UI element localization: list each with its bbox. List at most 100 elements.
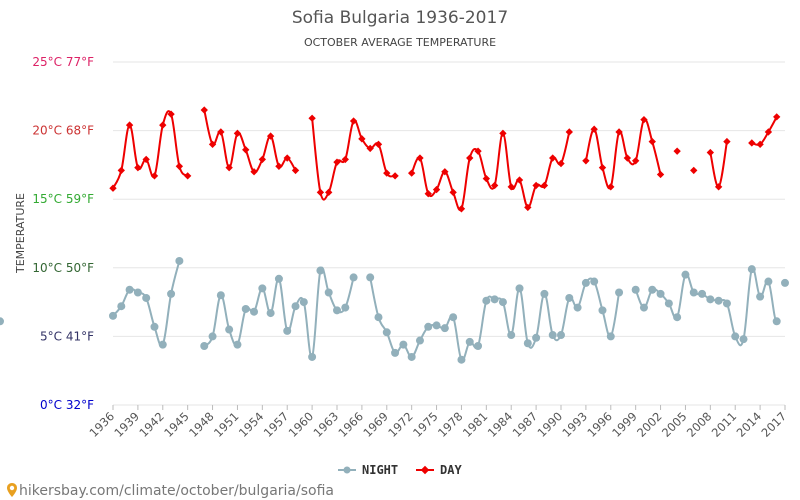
night-point[interactable] bbox=[532, 333, 541, 342]
night-point[interactable] bbox=[316, 266, 325, 275]
day-point[interactable] bbox=[723, 137, 731, 146]
night-point[interactable] bbox=[490, 295, 499, 304]
night-point[interactable] bbox=[449, 313, 458, 322]
night-point[interactable] bbox=[548, 331, 557, 340]
source-link[interactable]: hikersbay.com/climate/october/bulgaria/s… bbox=[7, 483, 334, 499]
night-point[interactable] bbox=[457, 355, 466, 364]
day-point[interactable] bbox=[615, 128, 623, 136]
day-point[interactable] bbox=[258, 155, 267, 164]
night-point[interactable] bbox=[714, 296, 723, 305]
day-point[interactable] bbox=[673, 147, 681, 155]
night-point[interactable] bbox=[299, 298, 308, 307]
day-point[interactable] bbox=[656, 170, 665, 179]
night-point[interactable] bbox=[258, 284, 267, 293]
night-point[interactable] bbox=[515, 284, 524, 293]
day-point[interactable] bbox=[217, 128, 225, 136]
day-point[interactable] bbox=[250, 168, 258, 176]
legend-item-night[interactable]: NIGHT bbox=[338, 463, 398, 477]
day-point[interactable] bbox=[125, 121, 134, 129]
night-point[interactable] bbox=[117, 302, 126, 311]
day-point[interactable] bbox=[275, 162, 283, 170]
night-point[interactable] bbox=[324, 288, 333, 297]
night-point[interactable] bbox=[631, 285, 640, 294]
day-point[interactable] bbox=[714, 183, 723, 191]
day-point[interactable] bbox=[233, 129, 242, 138]
day-point[interactable] bbox=[175, 162, 184, 170]
day-point[interactable] bbox=[565, 128, 573, 136]
night-point[interactable] bbox=[233, 340, 242, 349]
day-point[interactable] bbox=[391, 172, 399, 180]
day-point[interactable] bbox=[374, 140, 383, 148]
night-point[interactable] bbox=[722, 299, 731, 308]
night-point[interactable] bbox=[382, 328, 391, 337]
night-point[interactable] bbox=[731, 332, 740, 341]
day-point[interactable] bbox=[225, 163, 233, 172]
night-point[interactable] bbox=[283, 326, 292, 335]
day-point[interactable] bbox=[349, 117, 358, 125]
day-point[interactable] bbox=[764, 128, 773, 136]
night-point[interactable] bbox=[308, 352, 317, 361]
night-point[interactable] bbox=[581, 278, 590, 287]
day-point[interactable] bbox=[449, 188, 457, 197]
night-point[interactable] bbox=[781, 278, 789, 287]
night-point[interactable] bbox=[109, 311, 117, 320]
day-point[interactable] bbox=[532, 181, 540, 190]
night-point[interactable] bbox=[333, 306, 341, 315]
day-point[interactable] bbox=[524, 203, 532, 212]
day-point[interactable] bbox=[756, 140, 764, 148]
night-point[interactable] bbox=[407, 352, 416, 361]
night-point[interactable] bbox=[225, 325, 234, 334]
day-point[interactable] bbox=[134, 163, 142, 172]
day-point[interactable] bbox=[706, 148, 715, 157]
day-point[interactable] bbox=[515, 176, 524, 184]
day-point[interactable] bbox=[557, 159, 565, 168]
day-point[interactable] bbox=[607, 183, 615, 191]
night-point[interactable] bbox=[158, 340, 167, 349]
night-point[interactable] bbox=[698, 289, 707, 298]
night-point[interactable] bbox=[0, 317, 4, 326]
day-point[interactable] bbox=[308, 114, 316, 122]
night-point[interactable] bbox=[747, 265, 756, 274]
night-point[interactable] bbox=[391, 348, 400, 357]
day-point[interactable] bbox=[549, 154, 557, 162]
night-point[interactable] bbox=[200, 342, 209, 351]
day-point[interactable] bbox=[109, 184, 117, 192]
day-point[interactable] bbox=[183, 172, 192, 180]
night-point[interactable] bbox=[615, 288, 624, 297]
night-point[interactable] bbox=[673, 313, 682, 322]
day-point[interactable] bbox=[341, 155, 349, 164]
night-point[interactable] bbox=[689, 288, 698, 297]
day-point[interactable] bbox=[748, 139, 756, 147]
night-point[interactable] bbox=[341, 303, 350, 312]
night-point[interactable] bbox=[399, 340, 408, 349]
day-point[interactable] bbox=[383, 169, 391, 177]
day-point[interactable] bbox=[598, 163, 607, 172]
day-point[interactable] bbox=[366, 144, 374, 153]
day-point[interactable] bbox=[316, 188, 325, 197]
night-point[interactable] bbox=[540, 289, 549, 298]
night-point[interactable] bbox=[465, 337, 474, 346]
day-point[interactable] bbox=[457, 205, 466, 213]
day-point[interactable] bbox=[333, 158, 341, 166]
night-point[interactable] bbox=[523, 339, 532, 348]
night-point[interactable] bbox=[125, 285, 134, 294]
day-point[interactable] bbox=[582, 157, 590, 165]
night-point[interactable] bbox=[142, 293, 151, 302]
night-point[interactable] bbox=[639, 303, 648, 312]
night-point[interactable] bbox=[374, 313, 383, 322]
night-point[interactable] bbox=[648, 285, 657, 294]
night-point[interactable] bbox=[133, 288, 142, 297]
day-point[interactable] bbox=[540, 181, 549, 190]
night-point[interactable] bbox=[598, 306, 607, 315]
day-point[interactable] bbox=[690, 166, 698, 175]
day-point[interactable] bbox=[482, 174, 491, 183]
day-point[interactable] bbox=[358, 135, 366, 143]
day-point[interactable] bbox=[291, 166, 300, 175]
night-point[interactable] bbox=[250, 307, 259, 316]
night-point[interactable] bbox=[208, 332, 217, 341]
night-point[interactable] bbox=[498, 298, 507, 307]
night-point[interactable] bbox=[440, 324, 449, 333]
day-point[interactable] bbox=[466, 154, 474, 162]
night-point[interactable] bbox=[681, 270, 690, 279]
day-point[interactable] bbox=[773, 113, 781, 121]
